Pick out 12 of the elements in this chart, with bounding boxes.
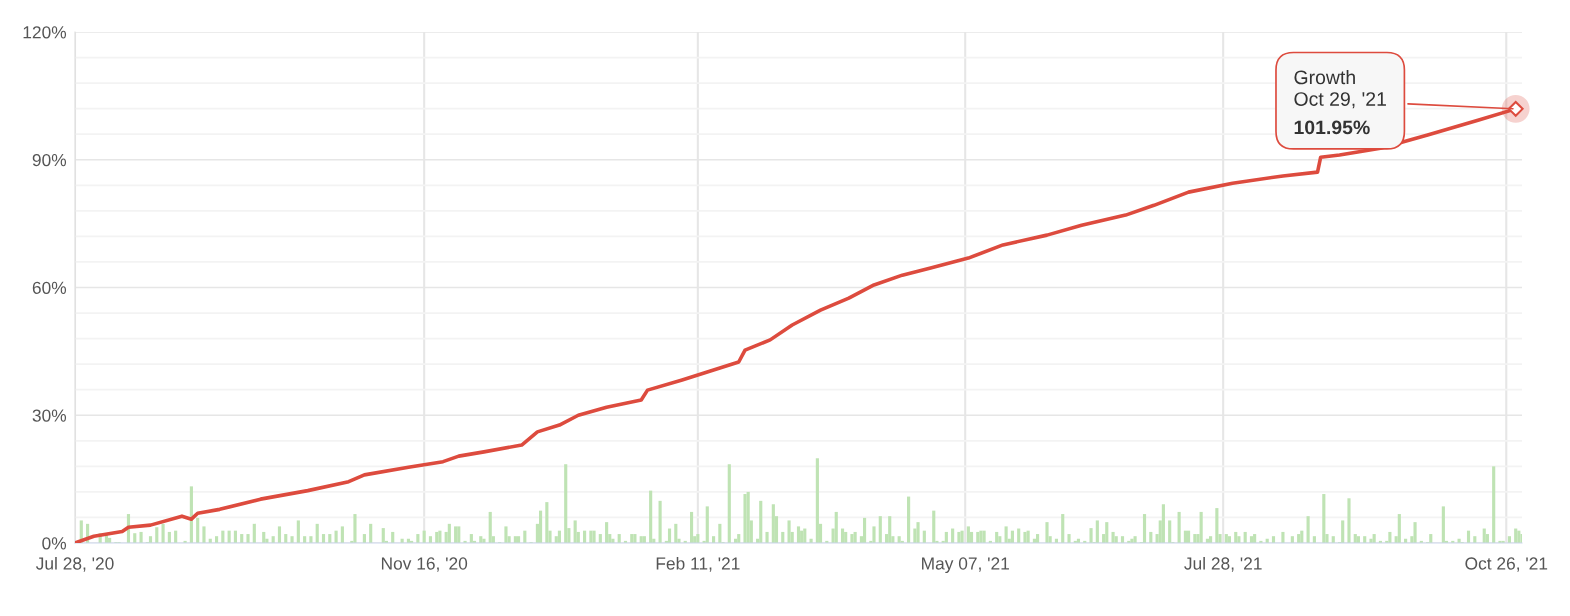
x-tick-label: Nov 16, '20	[381, 557, 468, 572]
y-tick-label: 30%	[32, 409, 67, 422]
x-tick-label: Oct 26, '21	[1465, 557, 1548, 572]
x-tick-label: May 07, '21	[922, 557, 1009, 574]
x-tick-label: Jul 28, '21	[1184, 556, 1262, 572]
y-tick-label: 60%	[32, 281, 67, 294]
annotation: Growth Oct 29, '21 101.95%	[1294, 69, 1386, 135]
y-tick-label: 90%	[32, 153, 67, 167]
y-tick-label: 120%	[23, 26, 67, 39]
x-tick-label: Feb 11, '21	[656, 556, 740, 572]
x-tick-label: Jul 28, '20	[35, 556, 114, 572]
y-tick-label: 0%	[42, 537, 67, 550]
